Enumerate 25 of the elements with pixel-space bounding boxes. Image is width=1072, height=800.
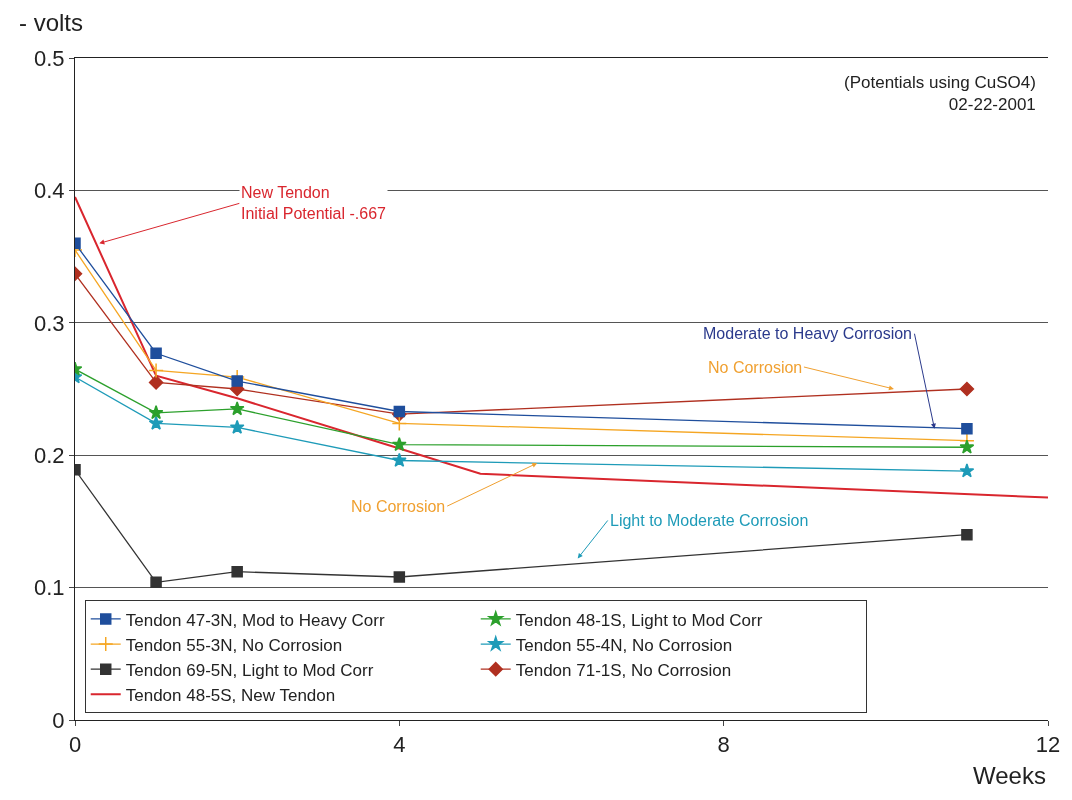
annotation: Moderate to Heavy Corrosion	[703, 325, 912, 342]
legend-label: Tendon 71-1S, No Corrosion	[515, 660, 732, 680]
y-tick-label: 0.3	[34, 310, 65, 336]
annotation: No Corrosion	[351, 498, 446, 515]
y-tick-label: 0.1	[34, 575, 65, 601]
legend-label: Tendon 55-4N, No Corrosion	[515, 635, 733, 655]
annotation: Light to Moderate Corrosion	[610, 512, 809, 529]
y-axis-title: - volts	[19, 9, 84, 36]
annotation: New Tendon Initial Potential -.667	[241, 184, 387, 222]
y-tick-label: 0.4	[34, 178, 65, 204]
legend-label: Tendon 55-3N, No Corrosion	[125, 635, 343, 655]
x-tick-label: 0	[68, 732, 82, 758]
annotation: No Corrosion	[708, 359, 803, 376]
legend-label: Tendon 69-5N, Light to Mod Corr	[125, 660, 374, 680]
x-tick-label: 12	[1035, 732, 1061, 758]
x-tick-label: 8	[717, 732, 730, 758]
y-tick-label: 0	[52, 707, 65, 733]
legend-label: Tendon 48-5S, New Tendon	[125, 685, 336, 705]
legend-label: Tendon 47-3N, Mod to Heavy Corr	[125, 610, 385, 630]
annotation: (Potentials using CuSO4) 02-22-2001	[844, 73, 1036, 115]
y-tick-label: 0.2	[34, 442, 65, 468]
x-axis-title: Weeks	[973, 762, 1046, 789]
x-tick-label: 4	[393, 732, 406, 758]
legend-label: Tendon 48-1S, Light to Mod Corr	[515, 610, 763, 630]
y-tick-label: 0.5	[34, 45, 65, 71]
